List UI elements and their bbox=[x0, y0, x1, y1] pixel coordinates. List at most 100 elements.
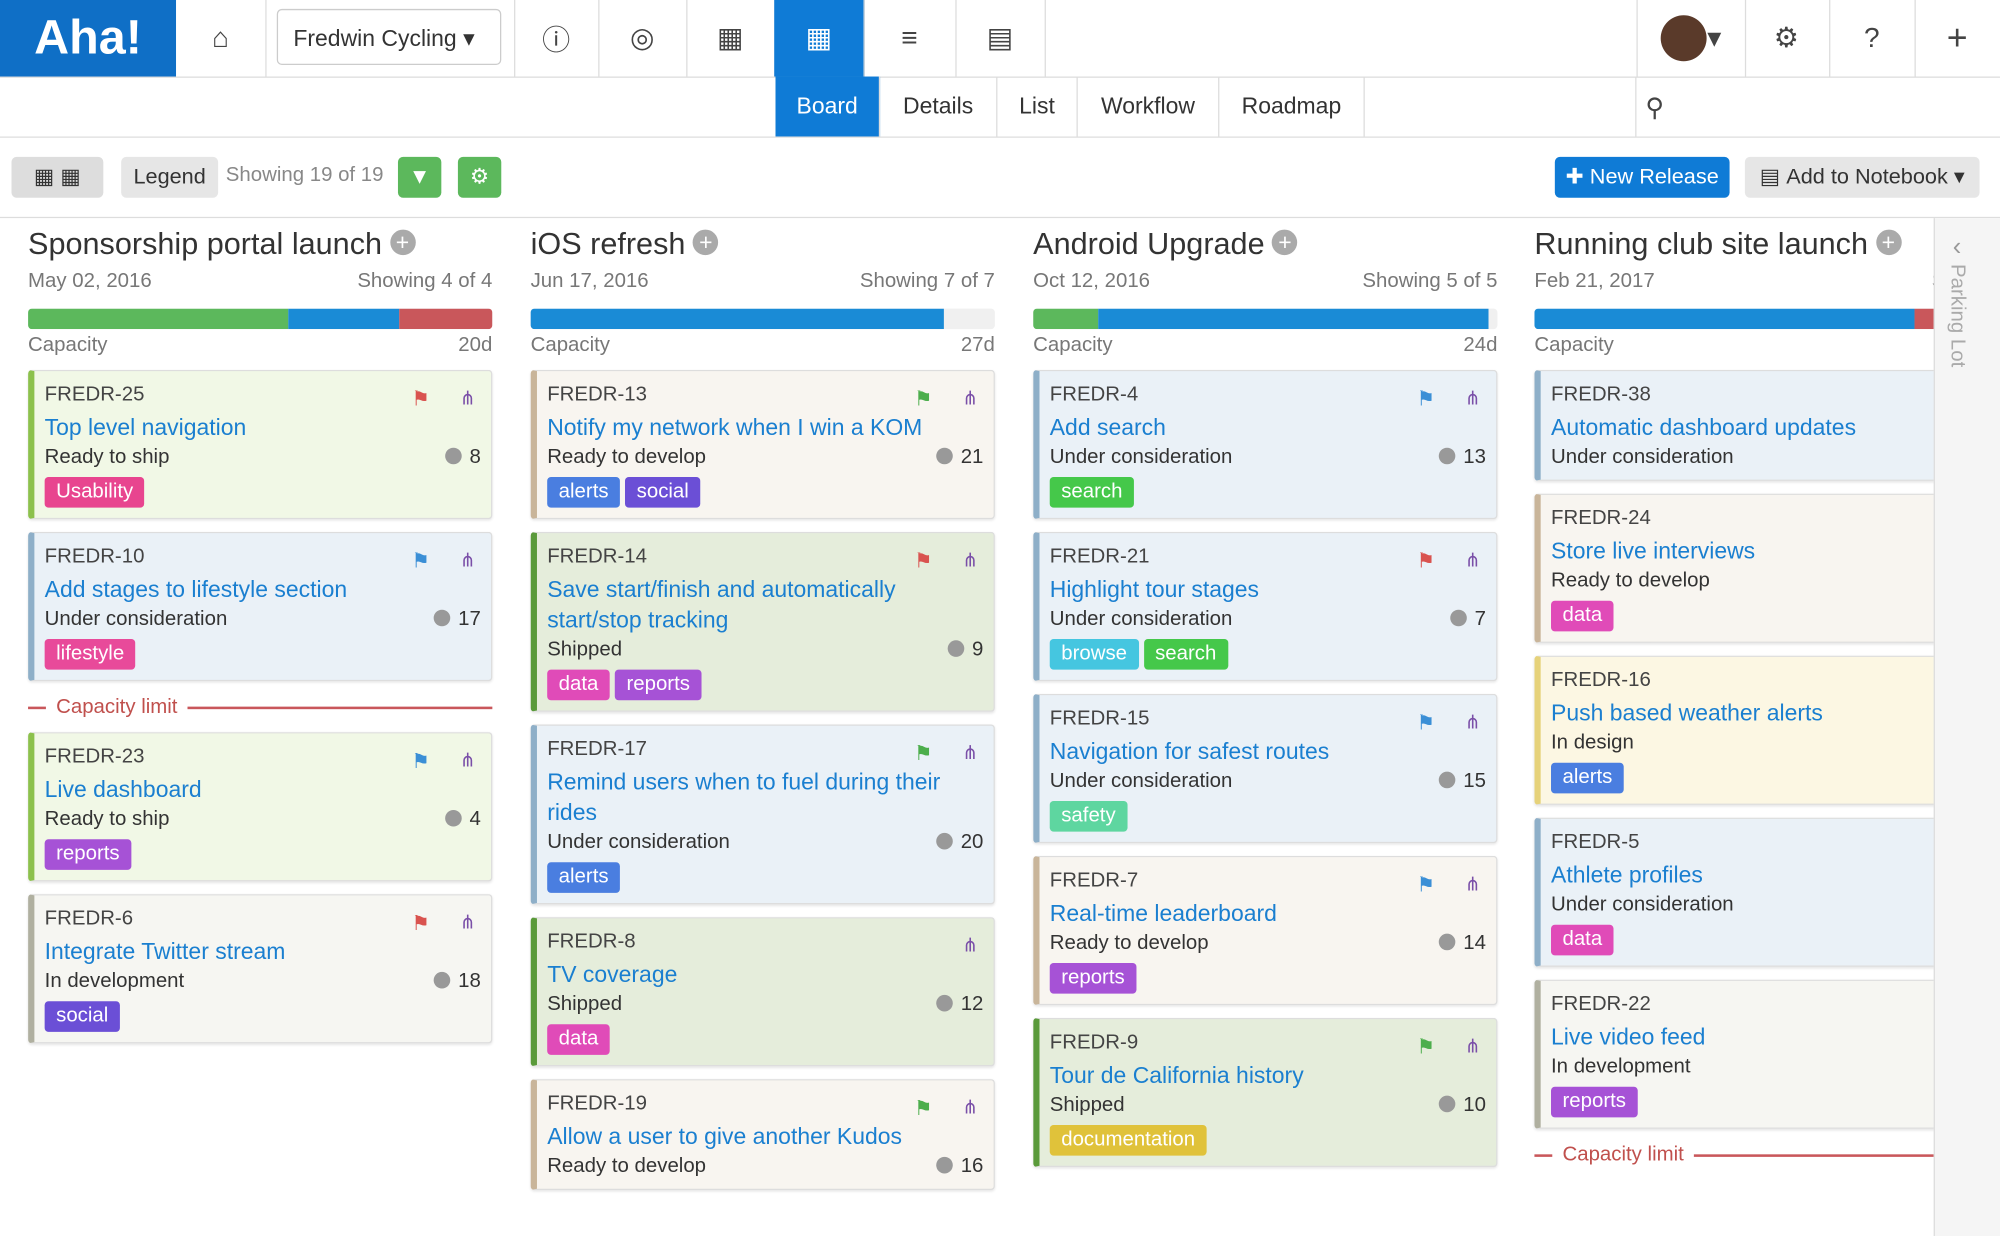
feature-card[interactable]: FREDR-25 ⚑ ⋔ Top level navigation Ready to s… bbox=[28, 369, 493, 520]
add-feature[interactable]: + bbox=[693, 229, 719, 256]
card-title[interactable]: Add stages to lifestyle section bbox=[44, 576, 348, 603]
calendar-icon[interactable]: ▦ bbox=[686, 0, 776, 77]
tag[interactable]: reports bbox=[1551, 1086, 1638, 1118]
card-title[interactable]: TV coverage bbox=[547, 961, 678, 988]
card-title[interactable]: Athlete profiles bbox=[1551, 862, 1703, 888]
feature-card[interactable]: FREDR-10 ⚑ ⋔ Add stages to lifestyle sectio… bbox=[28, 531, 493, 682]
tag[interactable]: search bbox=[1049, 477, 1134, 508]
release-date: Oct 12, 2016 bbox=[1033, 270, 1151, 293]
add-feature[interactable]: + bbox=[389, 229, 416, 256]
ideas-icon[interactable]: ≡ bbox=[864, 0, 957, 77]
card-title[interactable]: Notify my network when I win a KOM bbox=[547, 414, 923, 441]
info-icon[interactable]: ⓘ bbox=[514, 0, 600, 77]
tag[interactable]: search bbox=[1143, 639, 1228, 670]
search-icon[interactable]: ⚲ bbox=[1645, 94, 1665, 123]
feature-card[interactable]: FREDR-23 ⚑ ⋔ Live dashboard Ready to ship 4 re… bbox=[28, 732, 493, 882]
tag[interactable]: reports bbox=[614, 669, 702, 701]
feature-card[interactable]: FREDR-7 ⚑ ⋔ Real-time leaderboard Ready to d… bbox=[1033, 855, 1498, 1006]
tag[interactable]: alerts bbox=[547, 862, 621, 893]
card-title[interactable]: Push based weather alerts bbox=[1551, 700, 1823, 726]
tag[interactable]: documentation bbox=[1049, 1124, 1207, 1156]
avatar[interactable]: ▾ bbox=[1636, 0, 1747, 77]
feature-card[interactable]: FREDR-19 ⚑ ⋔ Allow a user to give another K… bbox=[530, 1079, 995, 1191]
feature-card[interactable]: FREDR-4 ⚑ ⋔ Add search Under consideration 13… bbox=[1033, 369, 1498, 520]
feature-card[interactable]: FREDR-38⋔Automatic dashboard updatesUnde… bbox=[1534, 369, 1999, 481]
settings-icon[interactable]: ⚙ bbox=[1744, 0, 1831, 77]
card-title[interactable]: Automatic dashboard updates bbox=[1551, 414, 1857, 441]
feature-card[interactable]: FREDR-9 ⚑ ⋔ Tour de California history Shipp… bbox=[1033, 1017, 1498, 1168]
card-title[interactable]: Live dashboard bbox=[44, 776, 202, 803]
card-title[interactable]: Allow a user to give another Kudos bbox=[547, 1123, 902, 1150]
tag[interactable]: alerts bbox=[1551, 762, 1624, 794]
tag[interactable]: social bbox=[44, 1001, 120, 1032]
release-title[interactable]: iOS refresh + bbox=[531, 227, 995, 263]
feature-card[interactable]: FREDR-8 ⋔ TV coverage Shipped 12 data bbox=[530, 917, 995, 1067]
release-showing: Showing 5 of 5 bbox=[1362, 270, 1498, 293]
features-icon[interactable]: ▦ bbox=[774, 0, 865, 77]
nav-tab[interactable]: List bbox=[997, 76, 1078, 137]
card-score: 8 bbox=[469, 446, 481, 469]
tag[interactable]: data bbox=[1551, 924, 1614, 956]
product-select[interactable]: Fredwin Cycling ▾ bbox=[276, 8, 502, 66]
notebook-icon[interactable]: ▤ bbox=[955, 0, 1046, 77]
add-to-notebook-button[interactable]: ▤ Add to Notebook ▾ bbox=[1744, 156, 1980, 198]
card-title[interactable]: Store live interviews bbox=[1551, 538, 1756, 564]
tag[interactable]: data bbox=[547, 1024, 610, 1055]
feature-card[interactable]: FREDR-13 ⚑ ⋔ Notify my network when I win a… bbox=[530, 369, 995, 520]
filter-button[interactable]: ▼ bbox=[397, 156, 442, 198]
add-feature[interactable]: + bbox=[1875, 229, 1902, 256]
add-icon[interactable]: + bbox=[1946, 17, 1968, 58]
card-title[interactable]: Save start/finish and automatically star… bbox=[547, 576, 896, 633]
card-title[interactable]: Tour de California history bbox=[1049, 1062, 1304, 1089]
feature-card[interactable]: FREDR-15 ⚑ ⋔ Navigation for safest routes Un… bbox=[1033, 693, 1498, 844]
card-title[interactable]: Add search bbox=[1049, 414, 1166, 441]
logo[interactable]: Aha! bbox=[0, 0, 177, 77]
release-title[interactable]: Running club site launch + bbox=[1534, 227, 1998, 263]
nav-tab[interactable]: Board bbox=[775, 76, 881, 137]
card-title[interactable]: Live video feed bbox=[1551, 1024, 1706, 1050]
tag[interactable]: data bbox=[1551, 600, 1614, 632]
nav-tab[interactable]: Workflow bbox=[1078, 76, 1220, 137]
nav-tab[interactable]: Roadmap bbox=[1219, 76, 1365, 137]
tag[interactable]: safety bbox=[1049, 801, 1128, 832]
config-button[interactable]: ⚙ bbox=[457, 156, 502, 198]
card-title[interactable]: Top level navigation bbox=[44, 414, 247, 441]
card-tags: lifestyle bbox=[44, 639, 481, 670]
tag[interactable]: reports bbox=[1049, 963, 1137, 994]
tag[interactable]: alerts bbox=[547, 477, 621, 508]
feature-card[interactable]: FREDR-17 ⚑ ⋔ Remind users when to fuel duri… bbox=[530, 724, 995, 905]
feature-card[interactable]: FREDR-21 ⚑ ⋔ Highlight tour stages Under con… bbox=[1033, 531, 1498, 682]
release-title[interactable]: Android Upgrade + bbox=[1033, 227, 1497, 263]
feature-card[interactable]: FREDR-14 ⚑ ⋔ Save start/finish and automati… bbox=[530, 531, 995, 712]
card-title[interactable]: Highlight tour stages bbox=[1049, 576, 1260, 603]
home-icon[interactable]: ⌂ bbox=[176, 0, 267, 77]
release-title[interactable]: Sponsorship portal launch + bbox=[28, 227, 492, 263]
card-title[interactable]: Integrate Twitter stream bbox=[44, 938, 286, 965]
tag[interactable]: lifestyle bbox=[44, 639, 136, 670]
parking-lot[interactable]: ‹ Parking Lot bbox=[1933, 218, 2000, 1236]
nav-tab[interactable]: Details bbox=[880, 76, 998, 137]
card-title[interactable]: Navigation for safest routes bbox=[1049, 738, 1330, 765]
tag[interactable]: browse bbox=[1049, 639, 1139, 670]
tag[interactable]: data bbox=[547, 669, 610, 701]
new-release-button[interactable]: ✚ New Release bbox=[1554, 156, 1730, 198]
help-icon[interactable]: ? bbox=[1829, 0, 1916, 77]
score-icon bbox=[1439, 933, 1456, 951]
goals-icon[interactable]: ◎ bbox=[598, 0, 688, 77]
legend-button[interactable]: Legend bbox=[121, 156, 219, 198]
tag[interactable]: social bbox=[625, 477, 701, 508]
add-feature[interactable]: + bbox=[1272, 229, 1298, 256]
feature-card[interactable]: FREDR-6 ⚑ ⋔ Integrate Twitter stream In deve… bbox=[28, 894, 493, 1044]
capacity-segment bbox=[28, 308, 289, 330]
card-title[interactable]: Real-time leaderboard bbox=[1049, 900, 1277, 927]
view-toggle[interactable]: ▦ ▦ bbox=[11, 156, 104, 198]
tag[interactable]: reports bbox=[44, 839, 132, 870]
card-title[interactable]: Remind users when to fuel during their r… bbox=[547, 769, 941, 826]
capacity-segment bbox=[288, 308, 400, 330]
tag[interactable]: Usability bbox=[44, 477, 145, 508]
capacity-bar bbox=[1534, 308, 1999, 330]
